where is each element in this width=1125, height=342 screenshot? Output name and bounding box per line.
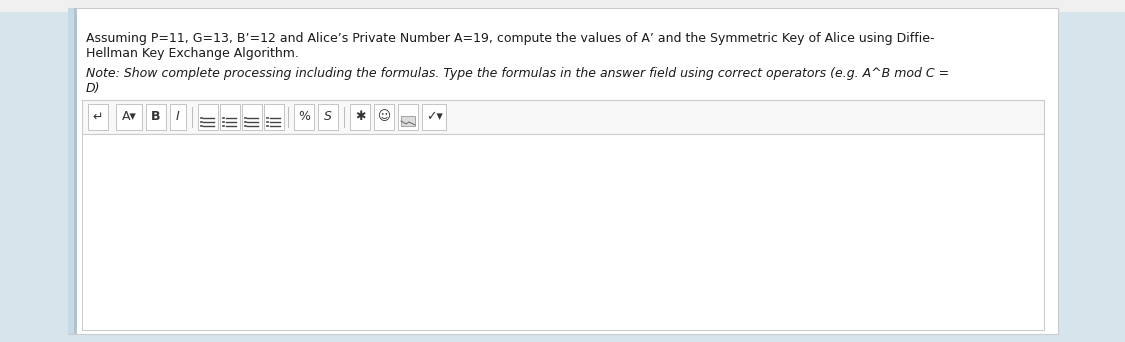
Bar bbox=[146, 104, 166, 130]
Bar bbox=[422, 104, 446, 130]
Bar bbox=[198, 104, 218, 130]
Bar bbox=[264, 104, 284, 130]
Bar bbox=[88, 104, 108, 130]
Text: D): D) bbox=[86, 82, 100, 95]
Bar bbox=[374, 104, 394, 130]
Text: A▾: A▾ bbox=[122, 110, 136, 123]
Bar bbox=[68, 8, 74, 334]
Bar bbox=[0, 0, 1125, 12]
Text: Assuming P=11, G=13, B’=12 and Alice’s Private Number A=19, compute the values o: Assuming P=11, G=13, B’=12 and Alice’s P… bbox=[86, 32, 935, 45]
Text: ✱: ✱ bbox=[354, 110, 366, 123]
Bar bbox=[318, 104, 337, 130]
Text: %: % bbox=[298, 110, 310, 123]
Bar bbox=[242, 104, 262, 130]
Bar bbox=[170, 104, 186, 130]
Text: S: S bbox=[324, 110, 332, 123]
Text: I: I bbox=[177, 110, 180, 123]
Bar bbox=[116, 104, 142, 130]
Bar bbox=[350, 104, 370, 130]
Text: ☺: ☺ bbox=[378, 110, 390, 123]
Bar bbox=[220, 104, 240, 130]
Text: Hellman Key Exchange Algorithm.: Hellman Key Exchange Algorithm. bbox=[86, 47, 299, 60]
Bar bbox=[82, 134, 1044, 330]
Text: ✓▾: ✓▾ bbox=[425, 110, 442, 123]
Bar bbox=[74, 8, 76, 334]
Text: Note: Show complete processing including the formulas. Type the formulas in the : Note: Show complete processing including… bbox=[86, 67, 950, 80]
Text: ↵: ↵ bbox=[92, 110, 104, 123]
Bar bbox=[68, 8, 1058, 334]
Bar bbox=[400, 116, 415, 126]
Bar bbox=[398, 104, 418, 130]
Text: B: B bbox=[151, 110, 161, 123]
Bar bbox=[82, 100, 1044, 134]
Bar bbox=[294, 104, 314, 130]
